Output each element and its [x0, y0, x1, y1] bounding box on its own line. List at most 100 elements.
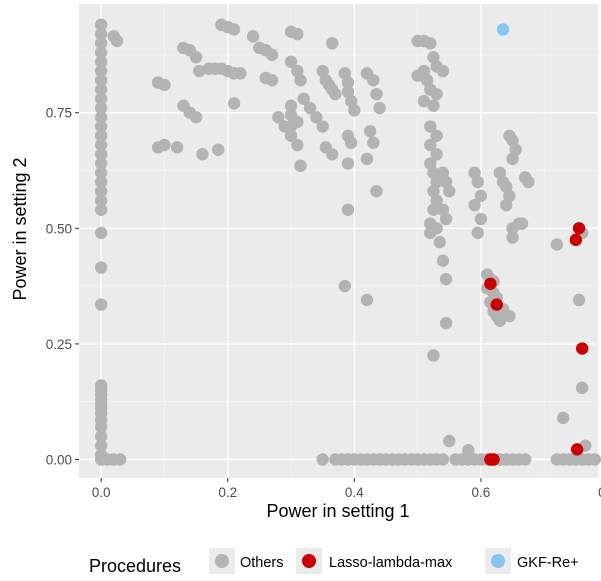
point-others — [417, 94, 431, 108]
point-others — [212, 143, 225, 156]
point-lasso-lambda-max — [569, 233, 583, 247]
point-others — [246, 30, 260, 43]
y-tick-label: 0.75 — [46, 106, 72, 121]
minor-gridlines — [79, 4, 598, 478]
point-others — [94, 166, 108, 179]
point-others — [94, 111, 108, 124]
point-others — [436, 64, 450, 78]
point-others — [278, 120, 291, 133]
point-others — [310, 111, 323, 124]
point-others — [424, 120, 437, 133]
point-others — [325, 148, 339, 161]
point-others — [430, 222, 443, 235]
point-others — [94, 18, 108, 32]
point-others — [430, 148, 443, 161]
point-others — [348, 104, 361, 117]
point-others — [370, 87, 383, 101]
plot-panel — [79, 4, 598, 478]
point-others — [474, 212, 488, 226]
point-others — [316, 453, 329, 466]
point-others — [294, 74, 307, 87]
point-others — [325, 37, 339, 50]
x-axis-title: Power in setting 1 — [266, 501, 409, 521]
point-others — [341, 157, 355, 170]
point-others — [556, 411, 570, 425]
point-others — [94, 185, 108, 198]
x-tick-label: 0.6 — [472, 485, 491, 500]
legend-key-others — [215, 554, 229, 568]
point-others — [373, 101, 386, 115]
point-others — [113, 453, 127, 466]
point-others — [94, 83, 108, 96]
point-others — [284, 129, 298, 142]
point-others — [94, 55, 108, 69]
point-others — [506, 231, 519, 244]
point-lasso-lambda-max — [572, 222, 586, 235]
point-others — [94, 74, 108, 87]
point-others — [234, 67, 247, 80]
point-others — [170, 141, 184, 154]
point-others — [193, 64, 206, 78]
point-others — [94, 64, 108, 78]
point-others — [427, 349, 440, 362]
y-axis-title: Power in setting 2 — [10, 157, 30, 300]
point-others — [439, 272, 453, 286]
y-tick-label: 0.00 — [46, 453, 72, 468]
point-others — [94, 46, 108, 59]
point-others — [588, 453, 601, 466]
point-lasso-lambda-max — [487, 453, 500, 466]
point-others — [284, 99, 298, 112]
point-lasso-lambda-max — [570, 443, 584, 456]
legend-title: Procedures — [89, 556, 181, 576]
legend-label-gkf: GKF-Re+ — [517, 555, 579, 571]
point-others — [227, 97, 241, 110]
point-others — [360, 293, 374, 307]
point-others — [515, 217, 529, 230]
point-others — [462, 444, 475, 457]
point-others — [427, 99, 440, 112]
point-others — [272, 111, 285, 124]
point-others — [94, 203, 108, 216]
point-others — [427, 203, 440, 216]
point-others — [424, 37, 437, 50]
point-others — [493, 314, 507, 327]
point-others — [439, 212, 453, 226]
legend-key-gkf — [491, 554, 505, 568]
x-axis: 0.0 0.2 0.4 0.6 0.8 — [92, 478, 601, 500]
legend-label-others: Others — [240, 555, 284, 571]
point-others — [189, 111, 203, 124]
x-tick-label: 0.2 — [218, 485, 237, 500]
point-others — [94, 430, 108, 443]
point-others — [189, 50, 203, 64]
y-tick-label: 0.25 — [46, 337, 72, 352]
legend: Procedures Others Lasso-lambda-max GKF-R… — [89, 548, 579, 576]
point-others — [360, 152, 374, 166]
point-others — [363, 124, 377, 138]
point-others — [329, 87, 342, 101]
point-gkf-re- — [496, 23, 510, 36]
point-others — [471, 226, 484, 240]
point-lasso-lambda-max — [575, 342, 589, 355]
point-others — [430, 87, 443, 101]
point-others — [94, 298, 108, 311]
point-others — [265, 48, 279, 62]
point-others — [572, 293, 586, 307]
point-others — [265, 74, 279, 87]
point-others — [94, 138, 108, 152]
point-others — [341, 76, 355, 89]
point-others — [550, 238, 564, 251]
point-others — [338, 279, 352, 293]
point-others — [94, 92, 108, 106]
point-others — [94, 37, 108, 50]
point-others — [94, 27, 108, 41]
point-others — [94, 261, 108, 274]
point-others — [94, 148, 108, 161]
point-others — [94, 120, 108, 133]
point-others — [158, 138, 171, 152]
point-others — [367, 74, 380, 87]
point-others — [94, 439, 108, 452]
point-others — [367, 136, 380, 149]
point-others — [94, 101, 108, 115]
y-tick-label: 0.50 — [46, 221, 72, 236]
point-others — [294, 159, 307, 173]
